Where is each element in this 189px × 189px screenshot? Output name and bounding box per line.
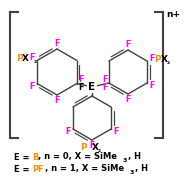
Text: E =: E = xyxy=(14,153,32,161)
Text: F: F xyxy=(54,39,60,48)
Text: X: X xyxy=(22,54,29,63)
Text: , n = 0, X = SiMe: , n = 0, X = SiMe xyxy=(38,153,117,161)
Text: F: F xyxy=(78,83,84,92)
Text: E =: E = xyxy=(14,164,32,174)
Text: , n = 1, X = SiMe: , n = 1, X = SiMe xyxy=(45,164,124,174)
Text: P: P xyxy=(16,54,23,63)
Text: F: F xyxy=(30,82,35,91)
Text: F: F xyxy=(125,95,131,104)
Text: P: P xyxy=(154,54,161,64)
Text: F: F xyxy=(89,141,95,150)
Text: X: X xyxy=(161,54,168,64)
Text: P: P xyxy=(80,143,87,152)
Text: F: F xyxy=(149,54,154,63)
Text: , H: , H xyxy=(128,153,141,161)
Text: F: F xyxy=(102,83,108,91)
Text: E: E xyxy=(88,82,96,92)
Text: , H: , H xyxy=(135,164,148,174)
Text: PF: PF xyxy=(32,164,44,174)
Text: F: F xyxy=(54,96,60,105)
Text: F: F xyxy=(113,127,119,136)
Text: ₂: ₂ xyxy=(98,146,101,153)
Text: F: F xyxy=(102,74,108,84)
Text: F: F xyxy=(30,53,35,62)
Text: B: B xyxy=(32,153,38,161)
Text: 3: 3 xyxy=(130,170,134,174)
Text: n+: n+ xyxy=(166,10,180,19)
Text: ₂: ₂ xyxy=(167,59,170,64)
Text: 3: 3 xyxy=(123,157,127,163)
Text: ₂: ₂ xyxy=(34,58,37,64)
Text: F: F xyxy=(78,75,84,84)
Text: F: F xyxy=(149,81,154,90)
Text: F: F xyxy=(66,127,71,136)
Text: F: F xyxy=(125,40,131,49)
Text: X: X xyxy=(92,143,99,152)
